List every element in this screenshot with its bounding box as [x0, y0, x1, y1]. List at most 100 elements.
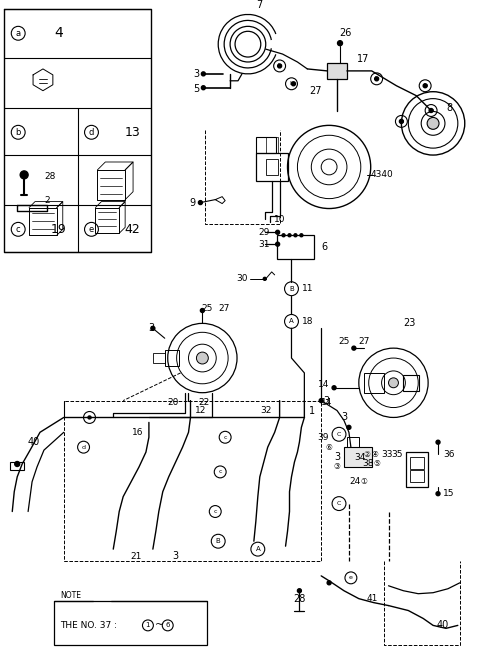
Text: c: c	[16, 225, 21, 234]
Circle shape	[198, 201, 203, 205]
Text: 40: 40	[437, 620, 449, 630]
Text: 3: 3	[173, 551, 179, 561]
Text: a: a	[87, 415, 91, 420]
Bar	[410, 457, 424, 469]
Text: 27: 27	[358, 337, 370, 346]
Text: 38: 38	[362, 459, 373, 469]
Circle shape	[282, 234, 285, 237]
Text: 9: 9	[189, 198, 195, 208]
Circle shape	[276, 242, 280, 246]
Text: b: b	[289, 81, 293, 86]
Bar	[266, 137, 277, 153]
Circle shape	[263, 278, 266, 280]
Circle shape	[196, 352, 208, 364]
Text: 1: 1	[145, 622, 150, 628]
Bar	[153, 353, 165, 363]
Circle shape	[429, 108, 433, 112]
Text: 16: 16	[132, 428, 143, 437]
Circle shape	[332, 386, 336, 390]
Bar	[165, 350, 179, 366]
Text: b: b	[399, 119, 403, 124]
Text: 22: 22	[199, 398, 210, 407]
Text: 31: 31	[258, 240, 270, 249]
Circle shape	[337, 41, 343, 46]
Circle shape	[352, 346, 356, 350]
Text: b: b	[375, 76, 379, 81]
Text: 18: 18	[302, 317, 314, 326]
Text: 14: 14	[318, 380, 329, 389]
Circle shape	[436, 440, 440, 444]
Text: C: C	[337, 501, 341, 506]
Text: 28: 28	[293, 594, 306, 604]
Text: e: e	[349, 576, 353, 580]
Text: ①: ①	[360, 477, 367, 486]
Bar	[407, 452, 428, 487]
Text: ⑥: ⑥	[325, 443, 333, 452]
Text: 3: 3	[334, 452, 340, 462]
Text: 25: 25	[338, 337, 349, 346]
Circle shape	[291, 82, 296, 86]
Circle shape	[298, 589, 301, 593]
Text: c: c	[214, 509, 217, 514]
Circle shape	[347, 426, 351, 430]
Text: 36: 36	[443, 450, 455, 459]
Text: 7: 7	[257, 0, 263, 9]
Bar	[347, 438, 359, 447]
Bar	[344, 447, 372, 467]
Text: 33: 33	[382, 450, 393, 459]
Text: b: b	[15, 127, 21, 137]
Text: c: c	[223, 435, 227, 440]
Text: 40: 40	[27, 437, 39, 448]
Text: 17: 17	[357, 54, 369, 64]
Text: A: A	[289, 319, 294, 325]
Text: 25: 25	[202, 304, 213, 313]
Circle shape	[276, 230, 280, 234]
Text: 1: 1	[309, 406, 315, 416]
Text: 6: 6	[321, 242, 327, 252]
Circle shape	[300, 234, 303, 237]
Circle shape	[375, 77, 379, 81]
Circle shape	[388, 378, 398, 388]
Text: 27: 27	[218, 304, 230, 313]
Text: 3: 3	[323, 396, 329, 406]
Text: 27: 27	[309, 86, 322, 96]
Bar	[410, 470, 424, 482]
Text: 32: 32	[260, 406, 272, 415]
Text: 29: 29	[258, 228, 270, 237]
Bar	[256, 137, 276, 153]
Circle shape	[202, 86, 205, 90]
Text: 34: 34	[354, 453, 365, 461]
Circle shape	[15, 461, 20, 467]
Text: 2: 2	[44, 196, 49, 205]
Text: 3: 3	[148, 323, 154, 333]
Text: NOTE: NOTE	[60, 591, 81, 600]
Bar	[54, 601, 207, 645]
Circle shape	[436, 492, 440, 495]
Text: 4340: 4340	[371, 171, 394, 179]
Text: C: C	[337, 432, 341, 437]
Text: d: d	[82, 445, 85, 450]
Text: 5: 5	[193, 84, 200, 94]
Bar	[403, 375, 419, 390]
Text: 42: 42	[124, 223, 140, 236]
Text: a: a	[16, 29, 21, 38]
Circle shape	[423, 84, 427, 88]
Text: 20: 20	[167, 398, 179, 407]
Text: B: B	[216, 539, 221, 544]
Bar	[327, 63, 347, 79]
Circle shape	[88, 416, 91, 419]
Text: 26: 26	[339, 29, 351, 39]
Text: 14: 14	[321, 398, 333, 407]
Circle shape	[294, 234, 297, 237]
Text: 6: 6	[166, 622, 170, 628]
Text: 39: 39	[318, 433, 329, 442]
Circle shape	[151, 327, 155, 330]
Bar	[10, 462, 24, 470]
Text: b: b	[429, 108, 433, 113]
Circle shape	[20, 171, 28, 179]
Circle shape	[399, 120, 403, 124]
Text: b: b	[277, 64, 282, 68]
Text: B: B	[289, 286, 294, 291]
Text: ~: ~	[155, 620, 164, 630]
Text: 3: 3	[341, 412, 347, 422]
